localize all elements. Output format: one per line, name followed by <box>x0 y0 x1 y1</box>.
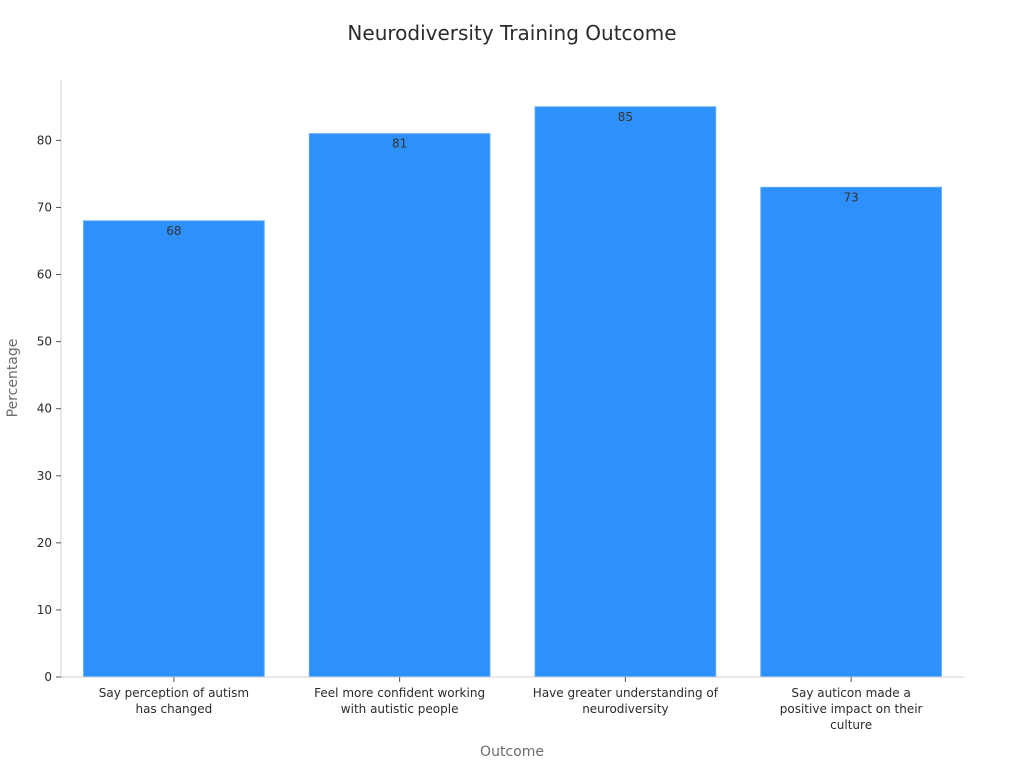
y-tick-label-60: 60 <box>37 268 52 282</box>
y-tick-label-10: 10 <box>37 603 52 617</box>
data-label-1: 68 <box>166 224 181 238</box>
x-tick-label-4: Say auticon made a positive impact on the… <box>780 686 923 732</box>
chart-title: Neurodiversity Training Outcome <box>347 21 676 45</box>
y-tick-label-30: 30 <box>37 469 52 483</box>
bar-4 <box>760 186 942 678</box>
x-tick-label-2: Feel more confident working with autistic… <box>314 686 485 716</box>
data-label-3: 85 <box>618 110 633 124</box>
y-tick-label-80: 80 <box>37 133 52 147</box>
labels-layer: 68 81 85 73 <box>166 110 859 238</box>
x-tick-label-3: Have greater understanding of neurodivers… <box>533 686 719 716</box>
y-axis-label: Percentage <box>5 339 21 418</box>
x-tick-label-1: Say perception of autism has changed <box>99 686 249 716</box>
x-axis-label: Outcome <box>480 744 544 760</box>
bars-layer <box>83 106 942 678</box>
bar-3 <box>534 106 717 678</box>
axes-layer: 0 10 20 30 40 50 60 70 80 Say perception of autis… <box>37 80 964 732</box>
y-tick-label-70: 70 <box>37 200 52 214</box>
data-label-4: 73 <box>843 190 858 204</box>
y-tick-label-20: 20 <box>37 536 52 550</box>
y-tick-label-40: 40 <box>37 402 52 416</box>
bar-1 <box>83 220 265 678</box>
bar-2 <box>308 133 491 678</box>
y-tick-label-0: 0 <box>44 670 52 684</box>
data-label-2: 81 <box>392 137 407 151</box>
y-tick-label-50: 50 <box>37 335 52 349</box>
